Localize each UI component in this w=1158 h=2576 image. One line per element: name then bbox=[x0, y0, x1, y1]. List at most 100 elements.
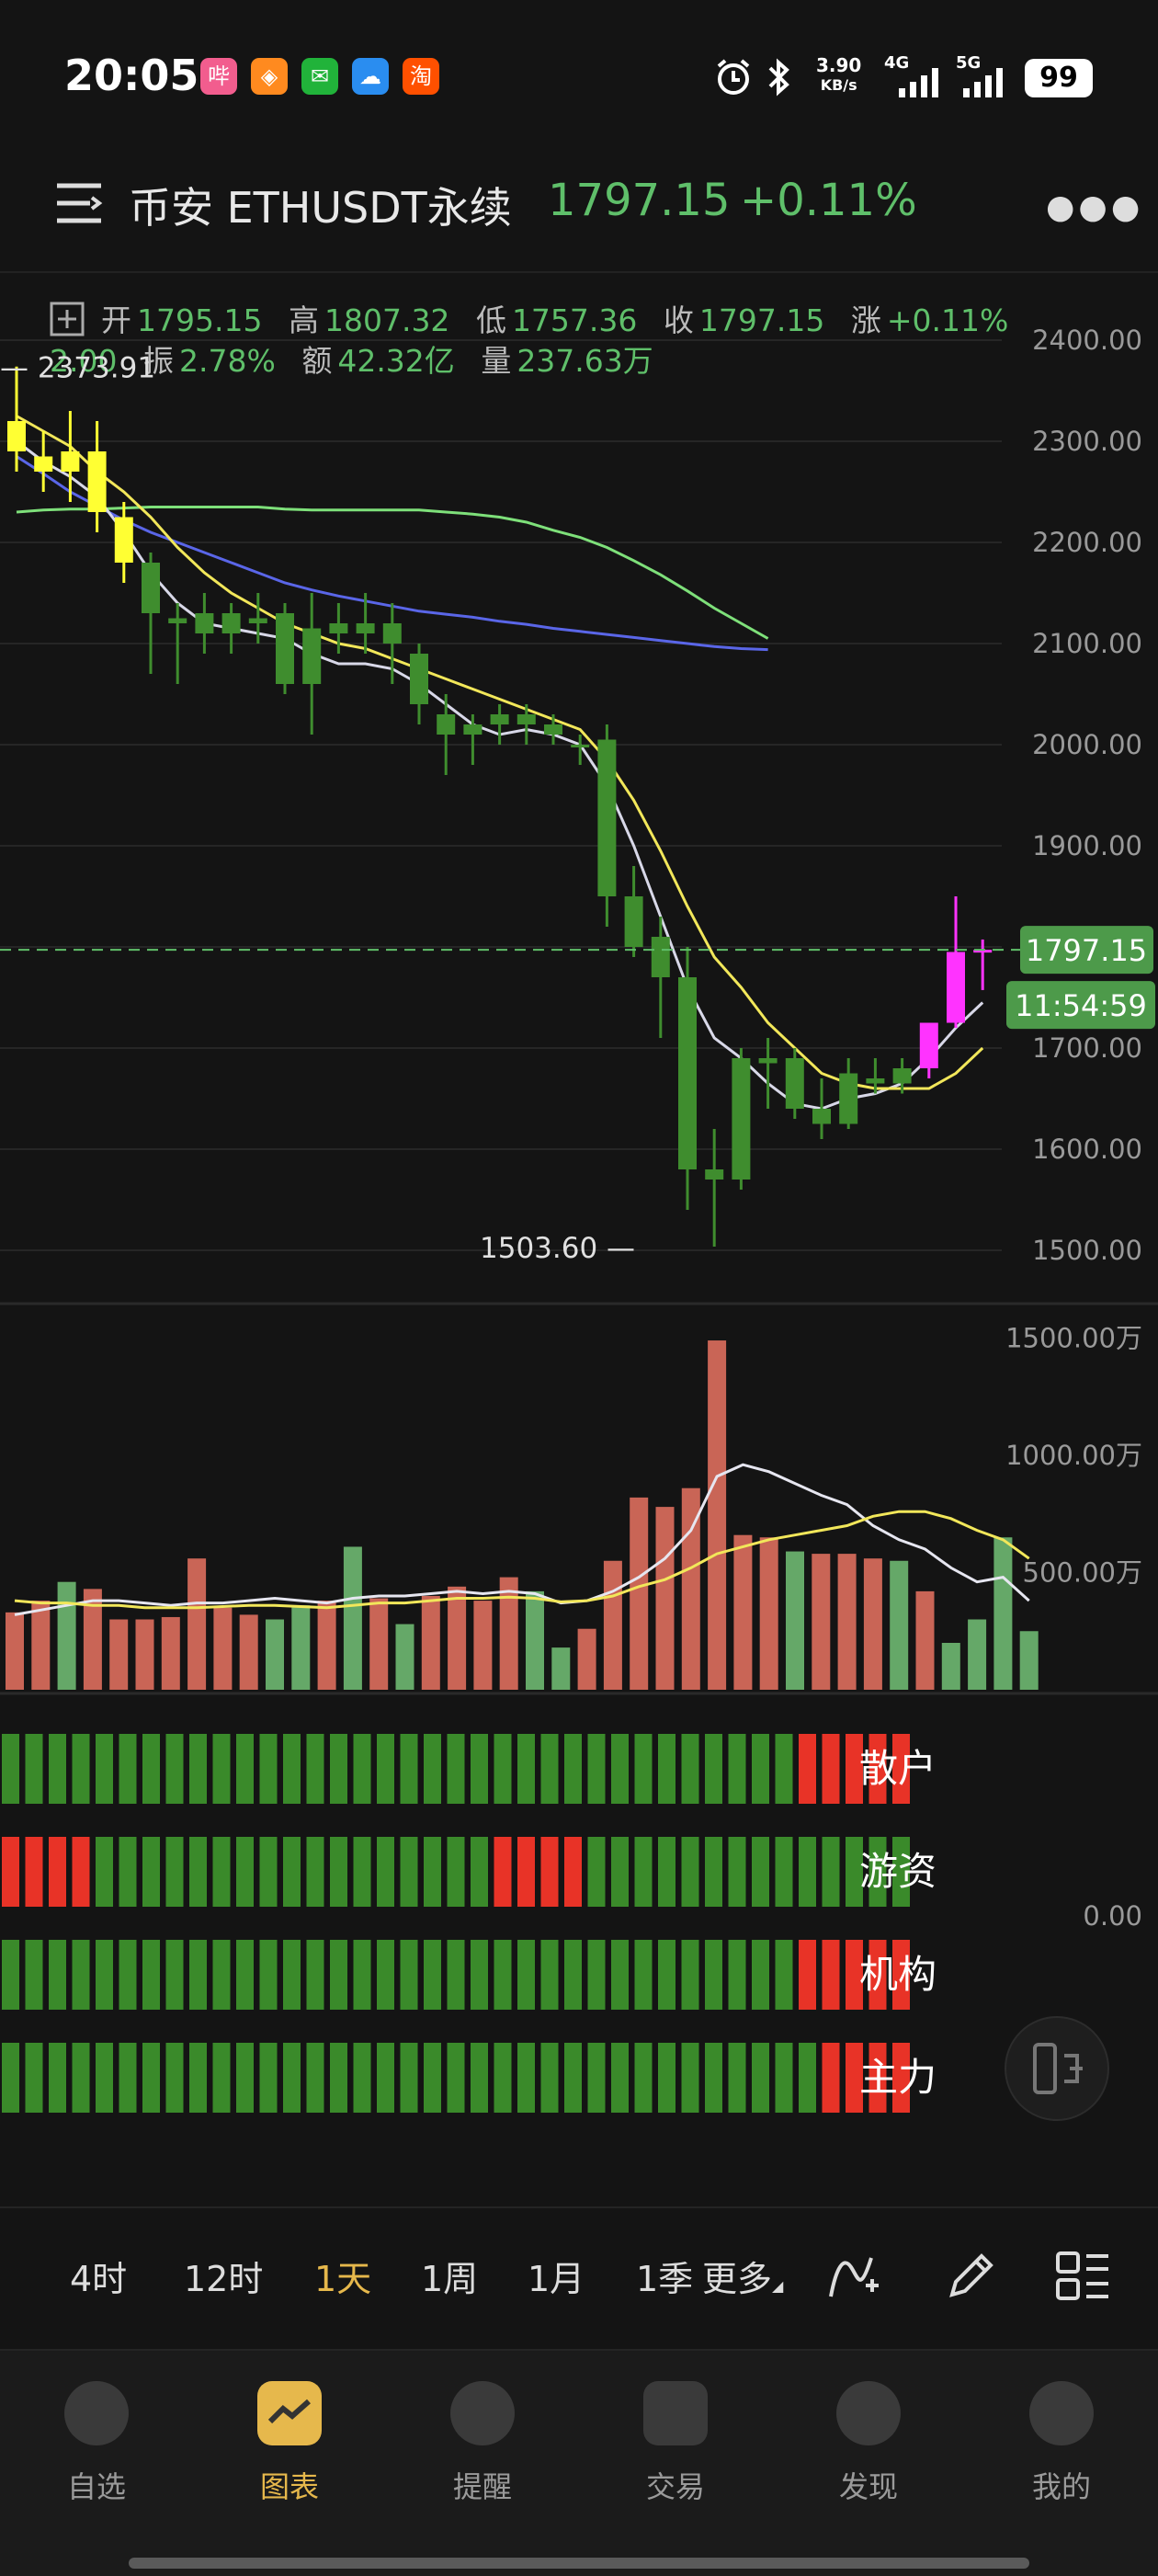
home-indicator[interactable] bbox=[129, 2558, 1029, 2569]
indicator-bar bbox=[611, 2043, 629, 2113]
expand-info-icon[interactable] bbox=[50, 302, 85, 336]
indicator-label: 游资 bbox=[859, 1849, 937, 1894]
indicator-bar bbox=[49, 1837, 66, 1907]
candle-body bbox=[329, 623, 348, 633]
volume-bar bbox=[812, 1554, 831, 1690]
indicator-bar bbox=[142, 1837, 160, 1907]
menu-icon[interactable] bbox=[53, 182, 105, 224]
indicator-bar bbox=[259, 1940, 278, 2010]
period-4[interactable]: 1月 bbox=[528, 2259, 585, 2299]
price-tick-label: 2300.00 bbox=[1032, 426, 1142, 457]
indicator-bar bbox=[283, 1734, 301, 1804]
symbol-title[interactable]: 币安 ETHUSDT永续 bbox=[129, 183, 512, 233]
tab-profile[interactable]: 我的 bbox=[997, 2381, 1126, 2506]
volume-bar bbox=[915, 1590, 935, 1690]
indicator-bar bbox=[165, 1940, 184, 2010]
indicator-bar bbox=[2, 1940, 19, 2010]
indicator-bar bbox=[564, 2043, 582, 2113]
bottom-tab-bar bbox=[0, 2349, 1158, 2576]
indicator-bar bbox=[775, 1940, 793, 2010]
signal-5g-icon bbox=[963, 68, 1003, 97]
more-options-icon[interactable]: ●●● bbox=[1046, 188, 1144, 226]
indicator-bar bbox=[822, 2043, 840, 2113]
layout-grid-icon[interactable] bbox=[1055, 2251, 1110, 2302]
period-1[interactable]: 12时 bbox=[184, 2259, 264, 2299]
tab-bell[interactable]: 提醒 bbox=[418, 2381, 547, 2506]
period-0[interactable]: 4时 bbox=[70, 2259, 128, 2299]
countdown-label: 11:54:59 bbox=[1015, 988, 1147, 1023]
indicator-bar bbox=[212, 1940, 231, 2010]
signal-4g-label: 4G bbox=[884, 53, 910, 73]
indicator-bar bbox=[424, 2043, 441, 2113]
period-3[interactable]: 1周 bbox=[421, 2259, 479, 2299]
bilibili-icon: 哔 bbox=[200, 58, 237, 95]
low-annotation: 1503.60 — bbox=[480, 1232, 635, 1265]
indicator-bar bbox=[236, 1837, 254, 1907]
candle-body bbox=[919, 1022, 938, 1068]
volume-bar bbox=[526, 1590, 544, 1690]
period-6[interactable]: 更多◢ bbox=[702, 2259, 784, 2299]
candle-body bbox=[732, 1058, 751, 1180]
price-tick-label: 2200.00 bbox=[1032, 527, 1142, 558]
candle-body bbox=[142, 563, 160, 613]
indicator-bar bbox=[868, 1940, 887, 2010]
indicator-bar bbox=[868, 2043, 887, 2113]
indicator-bar bbox=[119, 1837, 137, 1907]
candle-body bbox=[437, 714, 456, 735]
indicator-bar bbox=[822, 1837, 840, 1907]
pencil-icon[interactable] bbox=[945, 2249, 998, 2302]
tab-trade[interactable]: 交易 bbox=[611, 2381, 740, 2506]
volume-ma-yellow bbox=[14, 1510, 1030, 1610]
tab-label: 图表 bbox=[259, 2469, 319, 2504]
candle-body bbox=[517, 714, 536, 724]
indicator-bar bbox=[681, 2043, 699, 2113]
candle-body bbox=[302, 628, 322, 684]
draw-line-icon[interactable] bbox=[827, 2249, 880, 2302]
indicator-bar bbox=[49, 2043, 66, 2113]
indicator-bar bbox=[868, 1734, 887, 1804]
tab-watchlist[interactable]: 自选 bbox=[32, 2381, 161, 2506]
toggle-panel-icon bbox=[1033, 2043, 1057, 2094]
tab-discover[interactable]: 发现 bbox=[804, 2381, 933, 2506]
indicator-label: 散户 bbox=[859, 1746, 937, 1791]
indicator-bar bbox=[189, 1940, 207, 2010]
alarm-icon bbox=[717, 59, 750, 95]
ohlc-info-line2: 2.00 振 2.78% 额 42.32亿 量 237.63万 bbox=[50, 343, 653, 379]
current-price-tag bbox=[1020, 926, 1153, 975]
period-5[interactable]: 1季 bbox=[636, 2259, 694, 2299]
price-tick-label: 1600.00 bbox=[1032, 1134, 1142, 1165]
indicator-bar bbox=[447, 2043, 465, 2113]
indicator-bar bbox=[72, 1940, 90, 2010]
indicator-bar bbox=[471, 2043, 488, 2113]
indicator-bar bbox=[705, 1837, 722, 1907]
indicator-bar bbox=[447, 1940, 465, 2010]
price-tick-label: 1700.00 bbox=[1032, 1032, 1142, 1064]
indicator-bar bbox=[775, 1734, 793, 1804]
candle-body bbox=[382, 623, 402, 644]
volume-bar bbox=[266, 1619, 284, 1690]
indicator-bar bbox=[49, 1940, 66, 2010]
indicator-bar bbox=[447, 1734, 465, 1804]
current-price-label: 1797.15 bbox=[1026, 933, 1147, 968]
volume-bar bbox=[291, 1605, 311, 1690]
indicator-bar bbox=[330, 1734, 347, 1804]
indicator-bar bbox=[494, 2043, 512, 2113]
indicator-bar bbox=[424, 1734, 441, 1804]
bell-icon bbox=[450, 2381, 515, 2445]
volume-bar bbox=[577, 1628, 596, 1690]
volume-bar bbox=[421, 1596, 440, 1690]
status-time: 20:05 bbox=[64, 51, 199, 100]
indicator-bar bbox=[353, 1837, 371, 1907]
candle-body bbox=[221, 613, 241, 633]
indicator-bar bbox=[49, 1734, 66, 1804]
indicator-bar bbox=[728, 1940, 746, 2010]
indicator-bar bbox=[330, 2043, 347, 2113]
indicator-bar bbox=[119, 2043, 137, 2113]
indicator-bar bbox=[799, 1837, 816, 1907]
candlestick-chart[interactable]: 2400.00 2300.00 2200.00 2100.00 2000.00 1900.… bbox=[0, 276, 1158, 2133]
period-2[interactable]: 1天 bbox=[314, 2259, 372, 2299]
tab-chart[interactable]: 图表 bbox=[225, 2381, 354, 2506]
volume-bar bbox=[630, 1497, 649, 1690]
indicator-bar bbox=[846, 1734, 863, 1804]
volume-tick-label: 1000.00万 bbox=[1005, 1440, 1142, 1471]
